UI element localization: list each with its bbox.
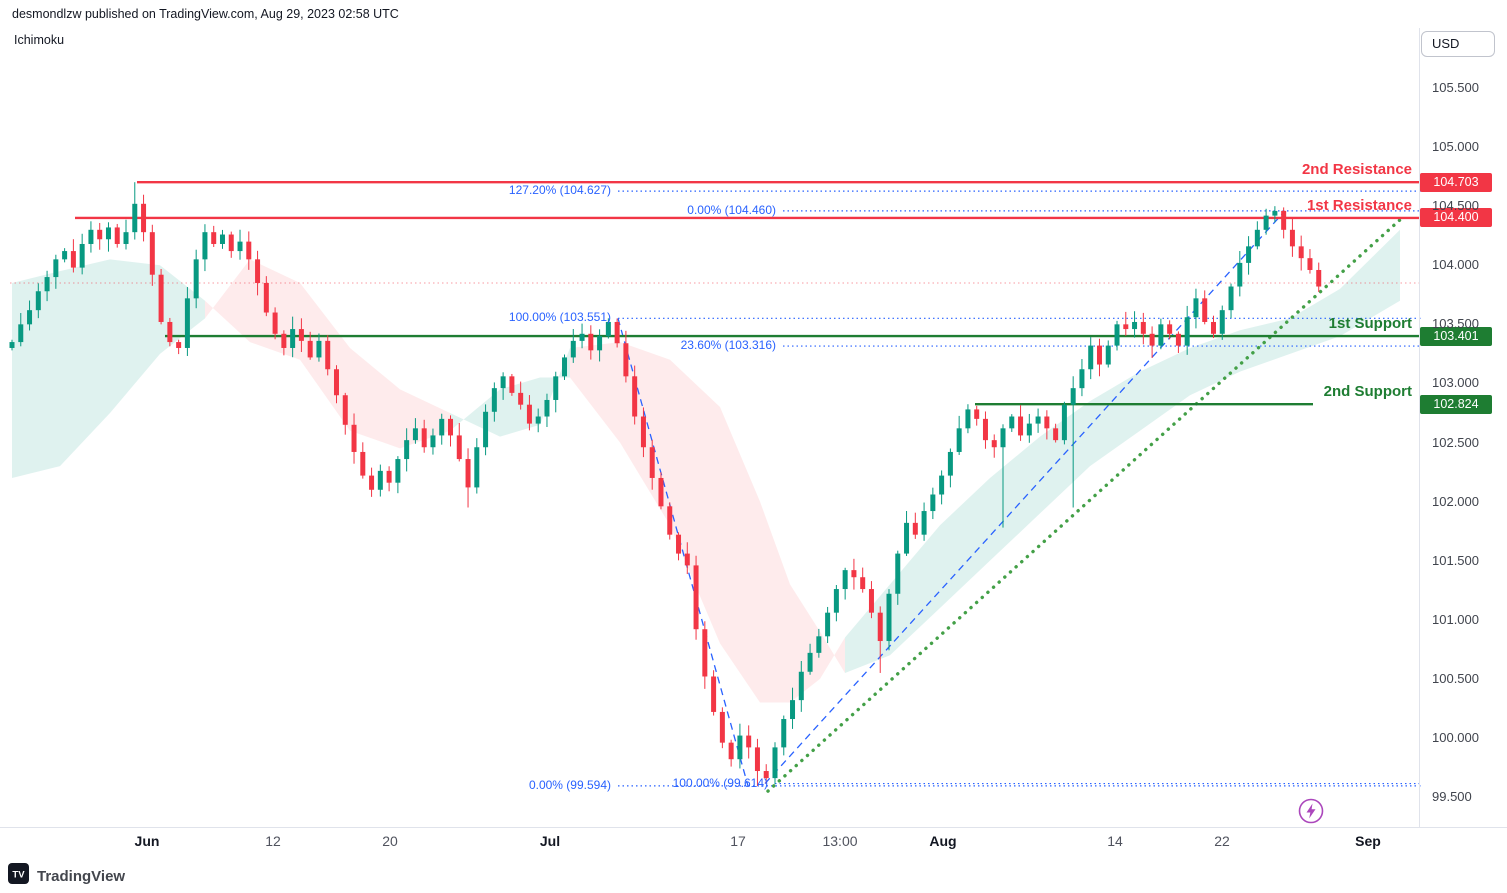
currency-label: USD: [1432, 36, 1460, 51]
price-tick: 99.500: [1432, 789, 1472, 805]
price-tick: 102.000: [1432, 493, 1479, 509]
time-tick: 20: [382, 833, 398, 849]
price-axis[interactable]: 105.500 105.000 104.500 104.000 103.500 103.0…: [1420, 28, 1507, 827]
attribution-text: desmondlzw published on TradingView.com,…: [12, 7, 399, 21]
price-tick: 103.500: [1432, 316, 1479, 332]
time-tick: 13:00: [822, 833, 858, 849]
candlesticks: [9, 182, 1322, 786]
currency-selector[interactable]: USD: [1421, 31, 1495, 57]
time-tick: 22: [1214, 833, 1230, 849]
tradingview-brand-text[interactable]: TradingView: [37, 867, 126, 885]
price-axis-separator: [1419, 28, 1420, 827]
time-tick: 14: [1107, 833, 1123, 849]
time-axis[interactable]: Jun 12 20 Jul 17 13:00 Aug 14 22 Sep: [0, 827, 1507, 858]
time-axis-separator: [0, 827, 1507, 828]
support-resistance-lines[interactable]: [75, 180, 1421, 406]
price-tick: 103.000: [1432, 375, 1479, 391]
fib-retracement-lines[interactable]: [618, 190, 1421, 787]
price-tick: 105.500: [1432, 80, 1479, 95]
svg-text:TV: TV: [12, 870, 25, 881]
price-tick: 100.000: [1432, 729, 1479, 745]
flash-snapshot-icon[interactable]: [1297, 797, 1325, 825]
price-tick: 105.000: [1432, 139, 1479, 155]
tradingview-logo-icon[interactable]: TV: [8, 863, 29, 889]
time-tick: Jun: [134, 833, 160, 849]
indicator-legend-ichimoku[interactable]: Ichimoku: [14, 33, 65, 47]
price-tick: 100.500: [1432, 670, 1479, 686]
price-tick: 102.500: [1432, 434, 1479, 450]
trendlines[interactable]: [617, 210, 1404, 793]
price-tick: 104.500: [1432, 198, 1479, 214]
price-tick: 104.000: [1432, 257, 1479, 273]
time-tick: Sep: [1355, 833, 1381, 849]
price-tick: 101.000: [1432, 611, 1479, 627]
time-tick: Aug: [929, 833, 957, 849]
time-tick: 12: [265, 833, 281, 849]
time-tick: 17: [730, 833, 746, 849]
footer-bar: TV TradingView: [8, 863, 126, 889]
time-tick: Jul: [539, 833, 561, 849]
price-tick: 101.500: [1432, 552, 1479, 568]
